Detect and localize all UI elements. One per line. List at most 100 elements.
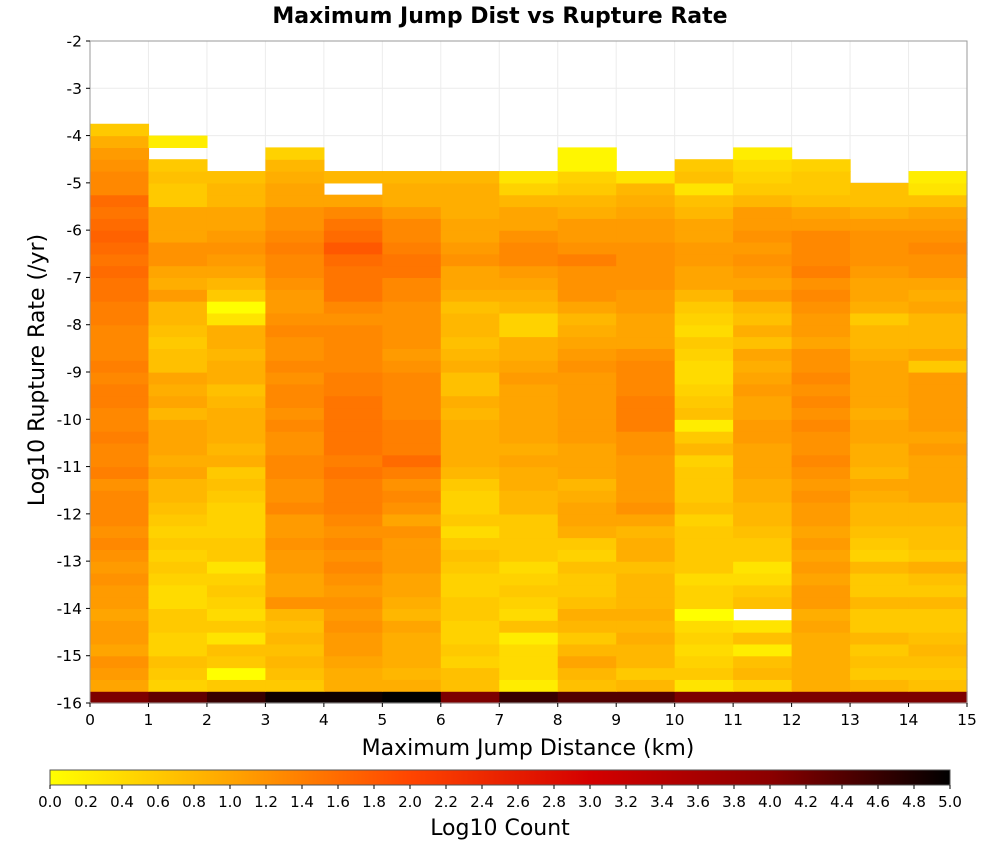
heatmap-cell [382,301,442,314]
heatmap-cell [616,301,676,314]
plot-area [89,40,968,704]
heatmap-cell [206,312,266,326]
heatmap-cell [90,360,150,373]
heatmap-cell [791,383,851,397]
heatmap-cell [148,301,208,314]
heatmap-cell [557,442,617,456]
x-tick-label: 14 [899,711,919,729]
y-tick-label: -8 [67,316,82,334]
heatmap-cell [148,182,208,196]
heatmap-cell [90,123,150,137]
heatmap-cell [323,620,383,633]
heatmap-cell [908,324,968,338]
heatmap-cell [440,206,500,219]
heatmap-cell [557,324,617,338]
heatmap-cell [206,655,266,669]
heatmap-cell [674,584,734,598]
heatmap-cell [616,525,676,539]
heatmap-cell [148,289,208,302]
heatmap-cell [733,667,793,680]
heatmap-cell [148,395,208,409]
heatmap-cell [850,407,910,420]
heatmap-cell [616,182,676,196]
heatmap-cell [206,442,266,456]
heatmap-cell [382,277,442,290]
heatmap-cell [265,490,325,503]
heatmap-cell [616,360,676,373]
heatmap-cell [557,431,617,444]
heatmap-cell [440,478,500,491]
heatmap-cell [557,572,617,586]
heatmap-cell [791,407,851,420]
heatmap-cell [323,265,383,279]
heatmap-cell [908,360,968,373]
x-tick-label: 11 [723,711,743,729]
heatmap-cell [265,159,325,172]
heatmap-cell [791,348,851,361]
heatmap-cell [499,466,559,479]
heatmap-cell [557,301,617,314]
heatmap-cell [674,466,734,479]
heatmap-cell [908,643,968,657]
heatmap-cell [733,679,793,692]
heatmap-cell [557,608,617,621]
heatmap-cell [850,454,910,468]
heatmap-cell [850,620,910,633]
heatmap-cell [557,655,617,669]
heatmap-cell [206,572,266,586]
heatmap-cell [440,289,500,302]
heatmap-cell [791,620,851,633]
heatmap-cell [265,643,325,657]
heatmap-cell [791,336,851,349]
heatmap-cell [557,312,617,326]
colorbar-tick-label: 1.4 [290,793,314,811]
heatmap-cell [265,407,325,420]
colorbar-tick-label: 2.2 [434,793,458,811]
heatmap-cell [90,206,150,219]
heatmap-cell [382,537,442,550]
heatmap-cell [791,549,851,562]
heatmap-cell [440,312,500,326]
heatmap-cell [733,324,793,338]
heatmap-cell [382,655,442,669]
heatmap-cell [850,502,910,515]
heatmap-cell [323,502,383,515]
heatmap-cell [499,253,559,267]
heatmap-cell [90,348,150,361]
heatmap-cell [265,442,325,456]
heatmap-cell [206,182,266,196]
heatmap-cell [440,502,500,515]
heatmap-cell [323,218,383,231]
heatmap-cell [733,490,793,503]
heatmap-cell [791,360,851,373]
heatmap-cell [90,182,150,196]
heatmap-cell [557,490,617,503]
heatmap-cell [440,572,500,586]
heatmap-cell [323,442,383,456]
heatmap-cell [148,572,208,586]
x-tick-label: 10 [665,711,685,729]
heatmap-cell [323,253,383,267]
heatmap-cell [908,572,968,586]
heatmap-cell [382,182,442,196]
heatmap-cell [850,549,910,562]
heatmap-cell [323,171,383,184]
heatmap-cell [850,466,910,479]
heatmap-cell [382,431,442,444]
heatmap-cell [440,336,500,349]
y-tick-label: -7 [67,269,82,287]
heatmap-cell [557,596,617,610]
heatmap-cell [265,241,325,255]
heatmap-cell [791,442,851,456]
heatmap-cell [791,171,851,184]
heatmap-cell [265,230,325,243]
heatmap-cell [674,419,734,432]
heatmap-cell [323,324,383,338]
heatmap-cell [616,596,676,610]
heatmap-cell [499,572,559,586]
heatmap-cell [733,194,793,208]
heatmap-cell [557,348,617,361]
colorbar: 0.0 0.2 0.4 0.6 0.8 1.0 1.2 1.4 1.6 1.8 2.0 2.2 2.4 2… [38,769,962,811]
heatmap-cell [90,478,150,491]
heatmap-cell [323,561,383,574]
